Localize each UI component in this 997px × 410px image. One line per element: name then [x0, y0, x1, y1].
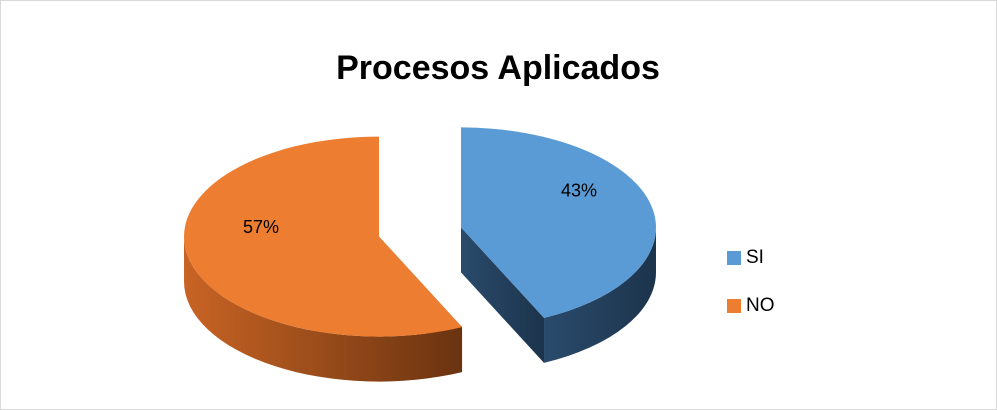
slice-side: [184, 236, 463, 382]
slice: [184, 136, 463, 337]
legend-label: NO: [746, 295, 775, 316]
chart-title: Procesos Aplicados: [336, 49, 660, 87]
legend-swatch: [727, 251, 741, 265]
slice-side: [544, 227, 656, 363]
data-label: 43%: [561, 181, 597, 201]
slice: [460, 127, 656, 318]
legend-label: SI: [746, 247, 764, 268]
data-label: 57%: [243, 217, 279, 237]
slice-cut-face: [460, 227, 545, 363]
legend-swatch: [727, 299, 741, 313]
